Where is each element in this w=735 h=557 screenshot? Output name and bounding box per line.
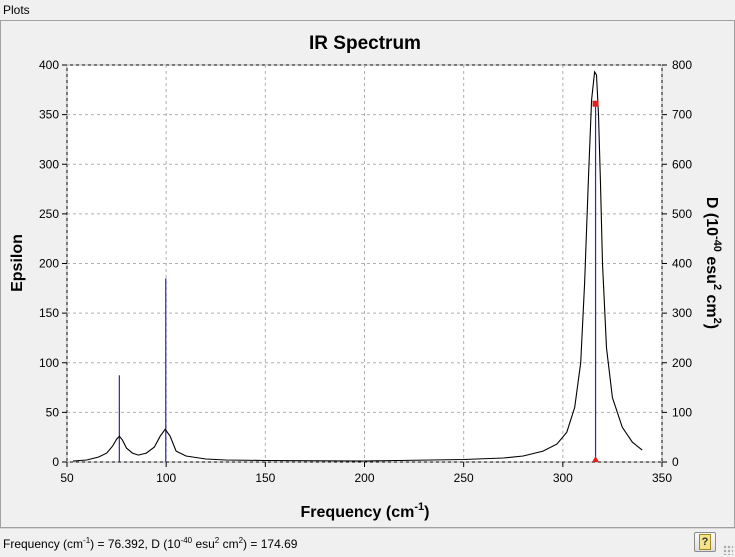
selected-peak-markers: [592, 100, 600, 462]
y2-tick-label: 500: [672, 207, 692, 221]
y2-tick-label: 600: [672, 157, 692, 171]
help-book-icon: ?: [699, 534, 711, 550]
y-tick-label: 150: [39, 306, 59, 320]
y-tick-label: 100: [39, 356, 59, 370]
stick-spectrum[interactable]: [118, 103, 597, 462]
y-tick-label: 50: [46, 405, 60, 419]
x-axis-label: Frequency (cm-1): [301, 501, 430, 521]
y-axis-left: 0 50 100 150 200 250 300 350 400: [39, 58, 67, 469]
y2-tick-label: 400: [672, 257, 692, 271]
window-title: Plots: [0, 0, 735, 20]
x-tick-label: 350: [652, 471, 672, 485]
y-axis-label: Epsilon: [9, 234, 26, 292]
y2-tick-label: 700: [672, 108, 692, 122]
y2-tick-label: 300: [672, 306, 692, 320]
resize-grip[interactable]: [723, 545, 733, 555]
y-axis-right: 0 100 200 300 400 500 600 700 800: [662, 58, 692, 469]
grid-lines: [66, 64, 663, 463]
spectrum-curve-group: [72, 70, 643, 462]
status-readout: Frequency (cm-1) = 76.392, D (10-40 esu2…: [3, 536, 298, 551]
x-tick-label: 150: [255, 471, 275, 485]
y-tick-label: 350: [39, 108, 59, 122]
x-tick-label: 50: [60, 471, 74, 485]
peak-top-marker: [592, 100, 599, 107]
y2-tick-label: 0: [672, 455, 679, 469]
peak-base-marker: [592, 456, 600, 462]
y-tick-label: 300: [39, 157, 59, 171]
x-axis: 50 100 150 200 250 300 350: [60, 462, 672, 485]
x-tick-label: 200: [354, 471, 374, 485]
help-button[interactable]: ?: [694, 532, 716, 552]
y2-tick-label: 100: [672, 405, 692, 419]
y-tick-label: 400: [39, 58, 59, 72]
ir-spectrum-chart[interactable]: IR Spectrum 50 100 150 200 250 300 350 0501001…: [0, 20, 733, 526]
x-tick-label: 100: [156, 471, 176, 485]
status-bar: Frequency (cm-1) = 76.392, D (10-40 esu2…: [0, 528, 735, 557]
chart-title: IR Spectrum: [309, 33, 421, 54]
x-tick-label: 300: [553, 471, 573, 485]
y2-axis-label: D (10-40 esu2 cm2): [703, 197, 723, 329]
y-tick-label: 250: [39, 207, 59, 221]
y2-tick-label: 200: [672, 356, 692, 370]
y-tick-label: 200: [39, 257, 59, 271]
spectrum-curve: [72, 70, 643, 462]
y2-tick-label: 800: [672, 58, 692, 72]
y-tick-label: 0: [52, 455, 59, 469]
x-tick-label: 250: [454, 471, 474, 485]
